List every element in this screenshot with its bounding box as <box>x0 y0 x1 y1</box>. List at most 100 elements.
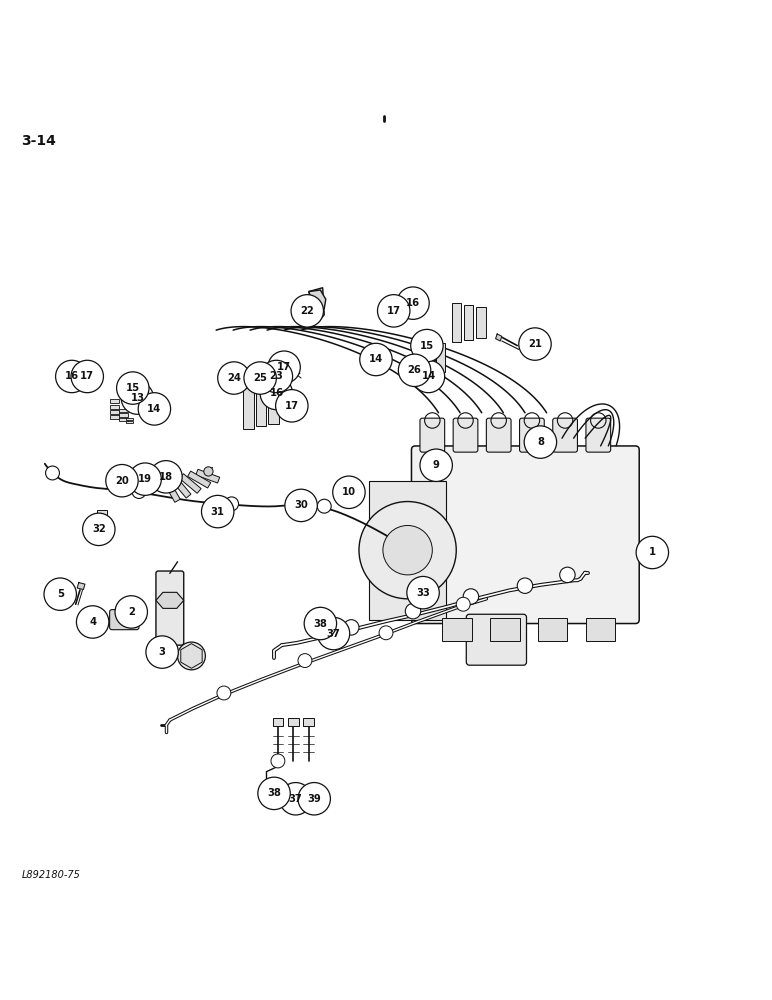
Polygon shape <box>188 471 211 488</box>
Text: 14: 14 <box>369 354 383 364</box>
Text: 19: 19 <box>138 474 152 484</box>
Bar <box>127 418 133 420</box>
Polygon shape <box>309 288 324 322</box>
Text: 39: 39 <box>307 794 321 804</box>
Bar <box>243 386 254 429</box>
Circle shape <box>398 354 431 387</box>
Text: 38: 38 <box>313 619 327 629</box>
Circle shape <box>298 783 330 815</box>
Bar <box>490 618 520 641</box>
Circle shape <box>115 596 147 628</box>
Text: 1: 1 <box>648 547 656 557</box>
Bar <box>127 421 133 423</box>
Text: 17: 17 <box>387 306 401 316</box>
Text: 20: 20 <box>115 476 129 486</box>
Text: 2: 2 <box>128 607 134 617</box>
Circle shape <box>463 589 479 604</box>
Circle shape <box>225 497 239 511</box>
Circle shape <box>44 578 76 610</box>
Bar <box>538 618 567 641</box>
Circle shape <box>218 362 250 394</box>
Circle shape <box>524 426 557 458</box>
Circle shape <box>121 382 154 414</box>
Bar <box>110 410 119 414</box>
Circle shape <box>106 464 138 497</box>
Circle shape <box>636 536 669 569</box>
Polygon shape <box>496 334 502 341</box>
Text: 37: 37 <box>327 629 340 639</box>
Circle shape <box>407 576 439 609</box>
Bar <box>120 413 127 417</box>
Polygon shape <box>181 644 202 668</box>
Polygon shape <box>179 474 201 493</box>
Circle shape <box>71 360 103 393</box>
Bar <box>288 718 299 726</box>
Circle shape <box>132 485 146 498</box>
Polygon shape <box>171 476 191 498</box>
Circle shape <box>150 461 182 493</box>
Circle shape <box>397 287 429 319</box>
Circle shape <box>291 295 323 327</box>
Circle shape <box>383 525 432 575</box>
Text: 23: 23 <box>269 371 283 381</box>
Text: 4: 4 <box>89 617 96 627</box>
Text: 8: 8 <box>537 437 544 447</box>
Circle shape <box>271 754 285 768</box>
Text: 18: 18 <box>159 472 173 482</box>
Bar <box>442 618 472 641</box>
FancyBboxPatch shape <box>586 418 611 452</box>
Circle shape <box>285 489 317 522</box>
Polygon shape <box>77 583 85 590</box>
Circle shape <box>560 567 575 583</box>
Polygon shape <box>69 367 75 374</box>
Bar <box>464 305 473 340</box>
Text: 3-14: 3-14 <box>22 134 56 148</box>
Circle shape <box>298 654 312 668</box>
Bar <box>120 418 127 421</box>
Circle shape <box>333 476 365 508</box>
FancyBboxPatch shape <box>486 418 511 452</box>
Circle shape <box>378 295 410 327</box>
FancyBboxPatch shape <box>110 610 139 630</box>
Circle shape <box>56 360 88 393</box>
Text: 22: 22 <box>300 306 314 316</box>
Circle shape <box>178 642 205 670</box>
Polygon shape <box>309 290 326 311</box>
FancyBboxPatch shape <box>466 614 527 665</box>
Circle shape <box>420 449 452 481</box>
Text: 16: 16 <box>269 388 283 398</box>
Circle shape <box>304 607 337 640</box>
FancyBboxPatch shape <box>420 418 445 452</box>
Bar <box>256 388 266 426</box>
Text: 14: 14 <box>147 404 161 414</box>
Bar <box>303 718 314 726</box>
Circle shape <box>129 463 161 495</box>
Text: 32: 32 <box>92 524 106 534</box>
Bar <box>586 618 615 641</box>
Text: 16: 16 <box>65 371 79 381</box>
Bar <box>120 409 127 412</box>
Text: 31: 31 <box>211 507 225 517</box>
Polygon shape <box>164 479 180 502</box>
Text: 15: 15 <box>126 383 140 393</box>
Bar <box>110 405 119 409</box>
Circle shape <box>217 686 231 700</box>
Bar <box>476 307 486 338</box>
Circle shape <box>260 377 293 410</box>
Text: L892180-75: L892180-75 <box>22 870 80 880</box>
Text: 5: 5 <box>56 589 64 599</box>
Circle shape <box>276 390 308 422</box>
Text: 21: 21 <box>528 339 542 349</box>
Circle shape <box>244 362 276 394</box>
Bar <box>413 339 422 376</box>
Bar <box>268 391 279 424</box>
Text: 26: 26 <box>408 365 422 375</box>
Circle shape <box>258 777 290 810</box>
FancyBboxPatch shape <box>411 446 639 624</box>
FancyBboxPatch shape <box>520 418 544 452</box>
Text: 15: 15 <box>420 341 434 351</box>
Text: 25: 25 <box>253 373 267 383</box>
Bar <box>369 481 446 620</box>
FancyBboxPatch shape <box>553 418 577 452</box>
Circle shape <box>360 343 392 376</box>
